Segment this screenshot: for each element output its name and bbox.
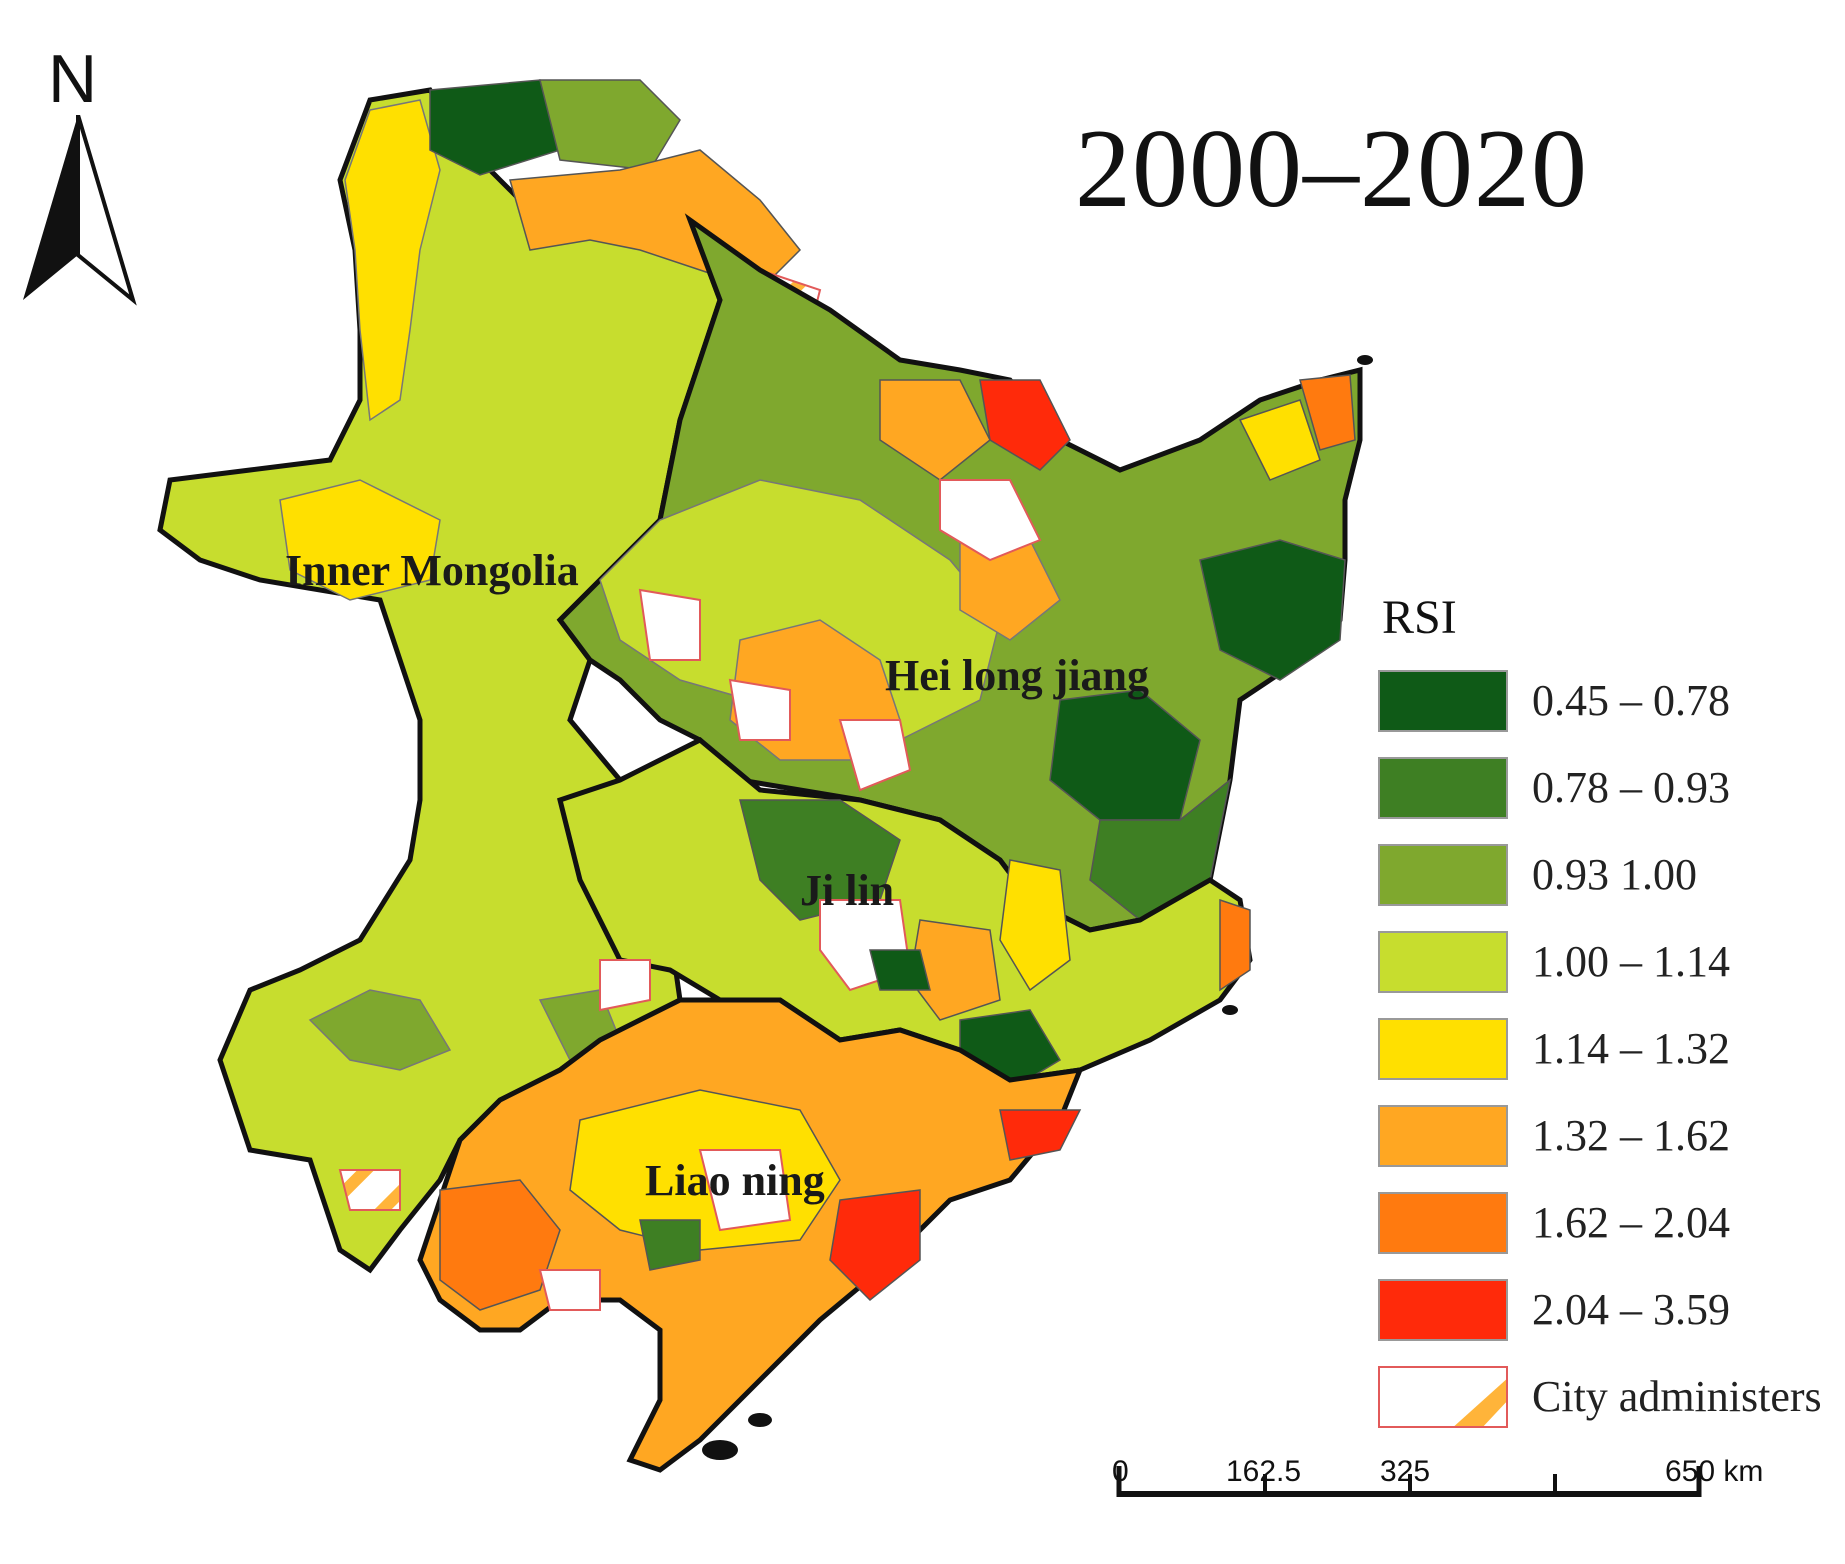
- island: [702, 1440, 738, 1460]
- ln-city-2: [538, 1269, 601, 1311]
- im-green-patch: [308, 989, 452, 1071]
- jilin-yellow: [999, 859, 1071, 992]
- legend-row: 0.78 – 0.93: [1378, 744, 1822, 831]
- legend-label: 2.04 – 3.59: [1532, 1285, 1730, 1334]
- hlj-city-4: [838, 719, 912, 792]
- ln-city-1: [698, 1149, 792, 1232]
- legend-label: 1.14 – 1.32: [1532, 1024, 1730, 1073]
- legend-swatch: [1378, 1104, 1508, 1167]
- scale-tick-650: 650 km: [1665, 1455, 1764, 1488]
- north-arrow-icon: [23, 115, 137, 306]
- legend-label: 1.00 – 1.14: [1532, 937, 1730, 986]
- legend-swatch: [1378, 1017, 1508, 1080]
- hlj-orange-far-ne: [1299, 374, 1356, 451]
- map-title: 2000–2020: [1075, 107, 1588, 231]
- jilin-dark-city: [869, 949, 931, 991]
- hlj-city-2: [638, 588, 701, 661]
- legend-label: 0.93 1.00: [1532, 850, 1697, 899]
- hlj-city-1: [939, 479, 1042, 562]
- legend-row: 0.93 1.00: [1378, 831, 1822, 918]
- legend-label: 1.62 – 2.04: [1532, 1198, 1730, 1247]
- im-dark-top: [429, 79, 561, 176]
- legend-label: 1.32 – 1.62: [1532, 1111, 1730, 1160]
- legend-swatch: [1378, 930, 1508, 993]
- legend-row: 1.00 – 1.14: [1378, 918, 1822, 1005]
- ln-red-east: [829, 1189, 921, 1302]
- hlj-city-3: [728, 678, 791, 741]
- label-jilin: Ji lin: [800, 866, 895, 915]
- scale-tick-325: 325: [1380, 1455, 1431, 1488]
- north-arrow: N: [18, 40, 138, 310]
- legend-swatch: [1378, 1278, 1508, 1341]
- scale-bar: [1116, 1466, 1702, 1497]
- legend-row-city: City administers: [1378, 1353, 1822, 1440]
- scale-tick-0: 0: [1112, 1455, 1129, 1488]
- legend-label: 0.78 – 0.93: [1532, 763, 1730, 812]
- im-city-sw: [338, 1169, 401, 1211]
- hlj-orange-ne: [879, 379, 991, 481]
- legend-swatch: [1378, 669, 1508, 732]
- legend-city-label: City administers: [1532, 1372, 1822, 1421]
- legend-label: 0.45 – 0.78: [1532, 676, 1730, 725]
- ln-orange-west: [439, 1179, 561, 1311]
- im-green-top: [539, 79, 681, 171]
- jilin-orange-east: [1219, 898, 1251, 992]
- legend-row: 1.32 – 1.62: [1378, 1092, 1822, 1179]
- ln-red-east-2: [999, 1109, 1082, 1161]
- legend-title: RSI: [1382, 591, 1457, 644]
- island: [1357, 355, 1373, 365]
- hlj-dark-east: [1199, 539, 1346, 681]
- island: [1222, 1005, 1238, 1015]
- legend-swatch: [1378, 756, 1508, 819]
- im-yellow-center: [279, 479, 441, 601]
- legend-swatch: [1378, 1191, 1508, 1254]
- jilin-region: [557, 737, 1253, 1083]
- legend-row: 0.45 – 0.78: [1378, 657, 1822, 744]
- hlj-red-ne: [979, 379, 1071, 471]
- ln-green: [639, 1219, 701, 1271]
- island: [748, 1413, 772, 1427]
- north-label: N: [48, 41, 98, 117]
- legend-classes: 0.45 – 0.78 0.78 – 0.93 0.93 1.00 1.00 – 1.…: [1378, 657, 1822, 1353]
- legend-row: 1.14 – 1.32: [1378, 1005, 1822, 1092]
- jilin-city-2: [599, 959, 651, 1012]
- scale-tick-162: 162.5: [1226, 1455, 1302, 1488]
- city-swatch: [1378, 1365, 1508, 1428]
- label-inner-mongolia: Inner Mongolia: [285, 546, 579, 595]
- legend-row: 2.04 – 3.59: [1378, 1266, 1822, 1353]
- legend-row: 1.62 – 2.04: [1378, 1179, 1822, 1266]
- label-liaoning: Liao ning: [645, 1156, 825, 1205]
- legend-swatch: [1378, 843, 1508, 906]
- hlj-yellow-ne: [1238, 399, 1321, 481]
- legend: RSI 0.45 – 0.78 0.78 – 0.93 0.93 1.00 1.00 …: [1378, 590, 1822, 1440]
- label-heilongjiang: Hei long jiang: [885, 651, 1150, 700]
